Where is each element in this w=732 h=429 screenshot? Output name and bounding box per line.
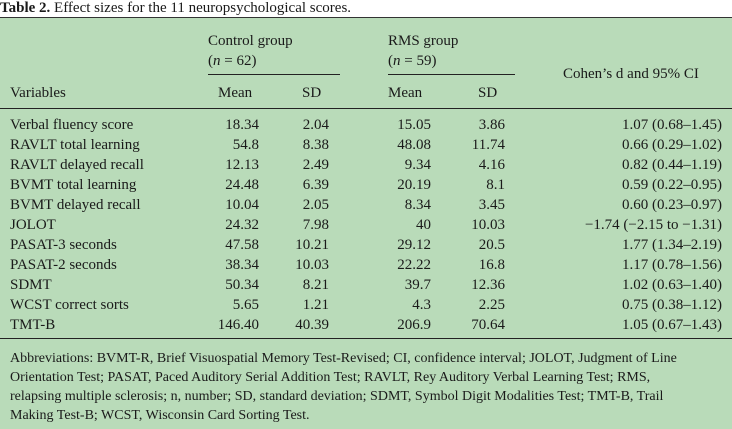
- header-effect-size: Cohen’s d and 95% CI: [563, 66, 699, 82]
- cell-rms-mean: 40: [416, 217, 431, 233]
- cell-effect-size: 1.02 (0.63–1.40): [622, 277, 722, 293]
- cell-rms-sd: 16.8: [478, 257, 505, 273]
- cell-rms-mean: 29.12: [397, 237, 431, 253]
- cell-control-sd: 2.05: [302, 197, 329, 213]
- table-label: Table 2.: [0, 0, 51, 16]
- cell-control-sd: 2.04: [302, 117, 329, 133]
- rms-group-rule: [388, 74, 515, 75]
- table-title: Effect sizes for the 11 neuropsychologic…: [54, 0, 352, 16]
- cell-control-mean: 24.32: [225, 217, 259, 233]
- cell-rms-sd: 2.25: [478, 297, 505, 313]
- cell-control-mean: 24.48: [225, 177, 259, 193]
- header-rms-sd: SD: [478, 85, 498, 101]
- cell-rms-sd: 8.1: [486, 177, 505, 193]
- cell-rms-mean: 8.34: [404, 197, 431, 213]
- cell-control-sd: 10.21: [295, 237, 329, 253]
- cell-control-mean: 38.34: [225, 257, 259, 273]
- cell-control-sd: 6.39: [302, 177, 329, 193]
- cell-effect-size: 1.05 (0.67–1.43): [622, 317, 722, 333]
- cell-rms-sd: 4.16: [478, 157, 505, 173]
- cell-variable: BVMT total learning: [10, 177, 137, 193]
- header-rms-group: RMS group: [388, 33, 459, 49]
- cell-rms-mean: 206.9: [397, 317, 431, 333]
- header-rms-n: (n = 59): [388, 53, 437, 69]
- cell-rms-mean: 39.7: [404, 277, 431, 293]
- header-bottom-rule: [0, 108, 732, 109]
- cell-rms-mean: 4.3: [412, 297, 431, 313]
- cell-control-sd: 2.49: [302, 157, 329, 173]
- cell-control-mean: 50.34: [225, 277, 259, 293]
- cell-variable: PASAT-3 seconds: [10, 237, 117, 253]
- header-control-mean: Mean: [218, 85, 253, 101]
- header-control-group: Control group: [208, 33, 293, 49]
- cell-effect-size: 0.59 (0.22–0.95): [622, 177, 722, 193]
- cell-effect-size: 0.66 (0.29–1.02): [622, 137, 722, 153]
- cell-control-sd: 7.98: [302, 217, 329, 233]
- table-bottom-rule: [0, 338, 732, 339]
- cell-variable: Verbal fluency score: [10, 117, 134, 133]
- cell-rms-sd: 70.64: [471, 317, 505, 333]
- cell-rms-mean: 15.05: [397, 117, 431, 133]
- cell-rms-sd: 3.86: [478, 117, 505, 133]
- header-rms-mean: Mean: [388, 85, 423, 101]
- cell-rms-mean: 9.34: [404, 157, 431, 173]
- cell-effect-size: −1.74 (−2.15 to −1.31): [584, 217, 722, 233]
- cell-variable: TMT-B: [10, 317, 56, 333]
- cell-variable: WCST correct sorts: [10, 297, 129, 313]
- cell-effect-size: 0.82 (0.44–1.19): [622, 157, 722, 173]
- cell-control-mean: 54.8: [232, 137, 259, 153]
- cell-variable: RAVLT total learning: [10, 137, 140, 153]
- cell-control-sd: 8.21: [302, 277, 329, 293]
- header-control-n: (n = 62): [208, 53, 257, 69]
- footnote-line: relapsing multiple sclerosis; n, number;…: [10, 389, 664, 404]
- cell-effect-size: 1.77 (1.34–2.19): [622, 237, 722, 253]
- cell-control-mean: 18.34: [225, 117, 259, 133]
- cell-effect-size: 1.07 (0.68–1.45): [622, 117, 722, 133]
- cell-rms-sd: 12.36: [471, 277, 505, 293]
- cell-control-mean: 10.04: [225, 197, 259, 213]
- table-panel: Control group (n = 62) RMS group (n = 59…: [0, 17, 732, 429]
- control-group-rule: [208, 74, 340, 75]
- footnote-line: Abbreviations: BVMT-R, Brief Visuospatia…: [10, 351, 677, 366]
- table-footnote: Abbreviations: BVMT-R, Brief Visuospatia…: [10, 349, 730, 425]
- cell-variable: BVMT delayed recall: [10, 197, 141, 213]
- table-caption: Table 2. Effect sizes for the 11 neurops…: [0, 0, 732, 25]
- cell-variable: SDMT: [10, 277, 52, 293]
- footnote-line: Orientation Test; PASAT, Paced Auditory …: [10, 370, 651, 385]
- cell-rms-sd: 11.74: [471, 137, 505, 153]
- header-control-sd: SD: [302, 85, 322, 101]
- cell-rms-mean: 20.19: [397, 177, 431, 193]
- cell-effect-size: 0.60 (0.23–0.97): [622, 197, 722, 213]
- cell-variable: JOLOT: [10, 217, 56, 233]
- cell-effect-size: 0.75 (0.38–1.12): [622, 297, 722, 313]
- cell-control-sd: 8.38: [302, 137, 329, 153]
- cell-rms-mean: 22.22: [397, 257, 431, 273]
- cell-control-sd: 10.03: [295, 257, 329, 273]
- cell-rms-mean: 48.08: [397, 137, 431, 153]
- cell-rms-sd: 3.45: [478, 197, 505, 213]
- cell-rms-sd: 10.03: [471, 217, 505, 233]
- cell-control-mean: 5.65: [232, 297, 259, 313]
- cell-variable: PASAT-2 seconds: [10, 257, 117, 273]
- cell-control-mean: 47.58: [225, 237, 259, 253]
- cell-rms-sd: 20.5: [478, 237, 505, 253]
- cell-control-mean: 12.13: [225, 157, 259, 173]
- footnote-line: Making Test-B; WCST, Wisconsin Card Sort…: [10, 408, 310, 423]
- cell-variable: RAVLT delayed recall: [10, 157, 144, 173]
- cell-effect-size: 1.17 (0.78–1.56): [622, 257, 722, 273]
- header-variables: Variables: [10, 85, 66, 101]
- cell-control-sd: 40.39: [295, 317, 329, 333]
- cell-control-sd: 1.21: [302, 297, 329, 313]
- cell-control-mean: 146.40: [217, 317, 259, 333]
